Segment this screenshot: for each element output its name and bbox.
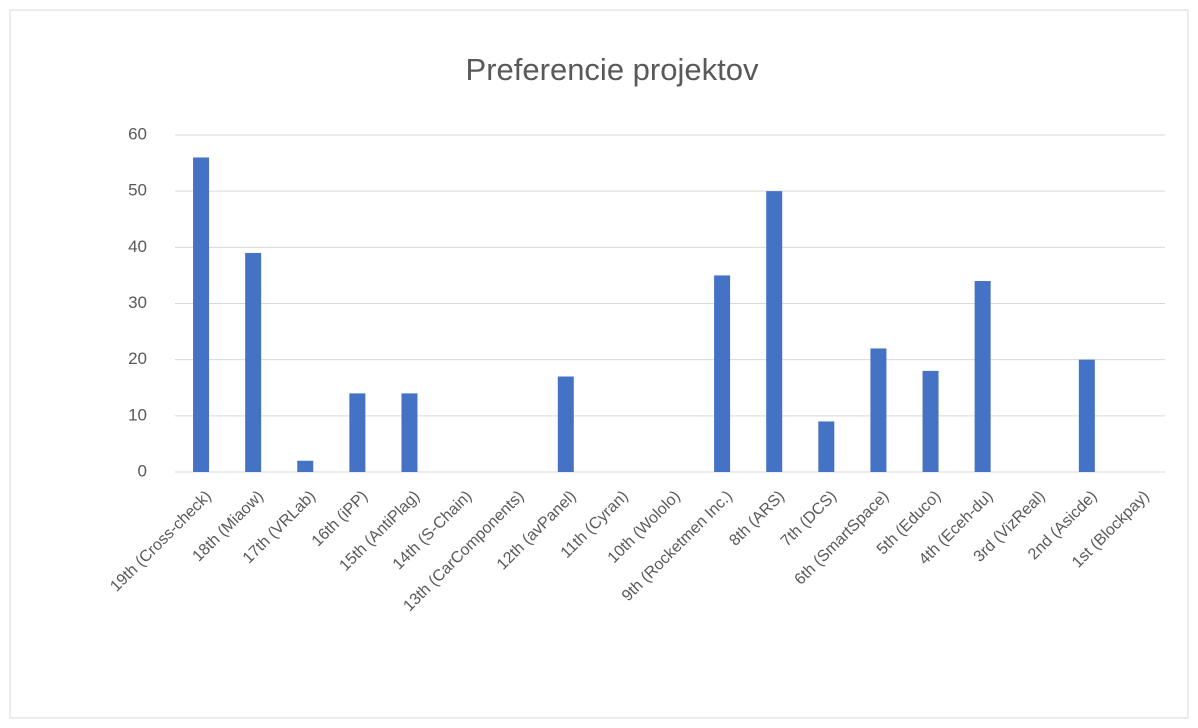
bar [870,348,887,472]
bar [557,376,574,472]
bar [974,281,991,472]
bar [714,275,731,472]
bar [766,191,783,472]
y-tick-label: 50 [128,181,147,200]
y-tick-label: 20 [128,349,147,368]
y-tick-label: 60 [128,124,147,143]
y-tick-label: 0 [138,461,147,480]
y-tick-label: 40 [128,237,147,256]
bar [818,421,835,472]
y-tick-label: 30 [128,293,147,312]
y-tick-label: 10 [128,405,147,424]
chart-frame [9,9,1189,719]
chart-title: Preferencie projektov [466,52,759,87]
bar [297,460,314,472]
bar [349,393,366,472]
bar [245,252,262,472]
bar [401,393,418,472]
bar [1078,359,1095,472]
bar [922,370,939,472]
bar [193,157,210,472]
